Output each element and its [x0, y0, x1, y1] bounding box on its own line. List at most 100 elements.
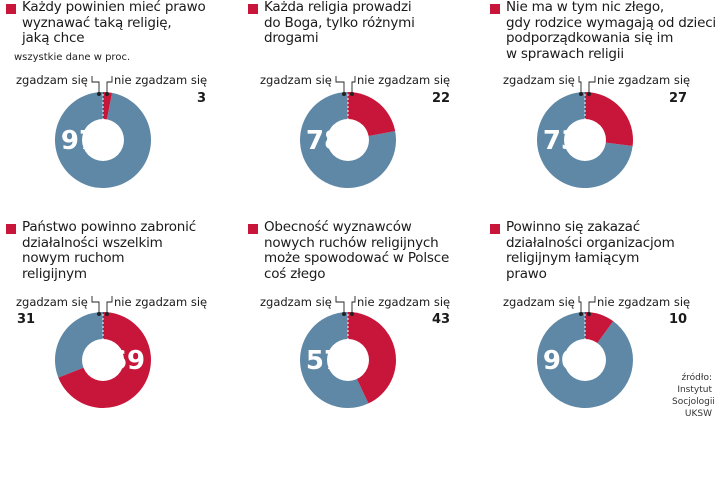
leader-dot [342, 312, 346, 316]
chart-title: Każdy powinien mieć prawo wyznawać taką r… [22, 0, 234, 47]
legend-agree: zgadzam się [16, 295, 88, 309]
question-marker [490, 224, 500, 234]
pie-hole [564, 119, 606, 161]
title-line: coś złego [264, 265, 326, 282]
title-line: podporządkowania się im [506, 30, 674, 46]
pie-hole [327, 339, 369, 381]
leader-agree [578, 76, 582, 94]
leader-disagree [106, 296, 113, 314]
source-line: źródło: [681, 373, 712, 383]
title-line: Powinno się zakazać [506, 219, 640, 235]
slice-disagree [348, 312, 396, 404]
title-line: prawo [506, 265, 547, 282]
question-marker [6, 224, 16, 234]
leader-dot [579, 92, 583, 96]
chart-title: Państwo powinno zabronić działalności wsz… [22, 219, 234, 282]
leader-dot [579, 312, 583, 316]
value-disagree: 10 [669, 312, 688, 327]
leader-disagree [588, 76, 596, 94]
value-disagree: 43 [432, 312, 451, 327]
title-line: do Boga, tylko różnymi [264, 14, 415, 31]
leader-agree [578, 296, 582, 314]
chart-panel: Państwo powinno zabronić działalności wsz… [4, 219, 236, 464]
leader-disagree [351, 76, 356, 94]
leader-dot [350, 92, 354, 96]
leader-dot [105, 92, 109, 96]
leader-agree [91, 296, 100, 314]
leader-disagree [106, 76, 113, 94]
question-marker [248, 4, 258, 14]
question-marker [248, 224, 258, 234]
value-main: 97 [61, 126, 97, 156]
title-line: Obecność wyznawców [264, 219, 412, 235]
title-line: drogami [264, 30, 319, 46]
title-line: nowym ruchom [22, 250, 125, 266]
chart-title: Powinno się zakazać działalności organiza… [506, 219, 718, 282]
leader-dot [105, 312, 109, 316]
legend-disagree: nie zgadzam się [357, 295, 451, 309]
leader-disagree [588, 296, 596, 314]
title-line: nowych ruchów religijnych [264, 234, 439, 251]
chart-panel: Każdy powinien mieć prawo wyznawać taką r… [4, 0, 236, 244]
pie-hole [82, 339, 124, 381]
question-marker [490, 4, 500, 14]
pie-hole [564, 339, 606, 381]
title-line: w sprawach religii [506, 45, 624, 62]
leader-dot [97, 92, 101, 96]
leader-dot [587, 92, 591, 96]
source-line: Socjologii [672, 397, 715, 407]
legend-agree: zgadzam się [503, 73, 575, 87]
leader-agree [335, 296, 345, 314]
title-line: Nie ma w tym nic złego, [506, 0, 664, 15]
legend-agree: zgadzam się [503, 295, 575, 309]
pie-hole [82, 119, 124, 161]
value-main: 73 [543, 126, 579, 156]
legend-disagree: nie zgadzam się [114, 295, 208, 309]
leader-disagree [351, 296, 356, 314]
leader-agree [335, 76, 345, 94]
title-line: Państwo powinno zabronić [22, 219, 196, 235]
leader-dot [350, 312, 354, 316]
leader-agree [91, 76, 100, 94]
pie-hole [327, 119, 369, 161]
value-main: 69 [109, 346, 145, 376]
title-line: działalności wszelkim [22, 234, 163, 251]
legend-disagree: nie zgadzam się [597, 73, 691, 87]
title-line: religijnym łamiącym [506, 250, 640, 266]
value-main: 78 [306, 126, 342, 156]
question-marker [6, 4, 16, 14]
chart-panel: Każda religia prowadzi do Boga, tylko róż… [246, 0, 478, 244]
title-line: religijnym [22, 265, 87, 282]
title-line: działalności organizacjom [506, 234, 675, 251]
title-line: gdy rodzice wymagają od dzieci [506, 14, 716, 31]
chart-title: Obecność wyznawców nowych ruchów religijn… [264, 219, 476, 282]
value-main: 57 [306, 346, 342, 376]
title-line: jaką chce [22, 30, 85, 46]
legend-disagree: nie zgadzam się [597, 295, 691, 309]
chart-title: Nie ma w tym nic złego, gdy rodzice wymag… [506, 0, 718, 62]
value-disagree: 27 [669, 91, 688, 106]
value-disagree: 3 [197, 91, 207, 106]
value-agree: 31 [17, 312, 36, 327]
legend-agree: zgadzam się [16, 73, 88, 87]
source-line: Instytut [677, 385, 712, 395]
title-line: może spowodować w Polsce [264, 250, 450, 266]
source-line: UKSW [684, 409, 712, 419]
source-note: źródło: Instytut Socjologii UKSW [672, 372, 715, 420]
title-line: wyznawać taką religię, [22, 14, 172, 31]
value-disagree: 22 [432, 91, 451, 106]
chart-panel: Powinno się zakazać działalności organiza… [488, 219, 720, 464]
leader-dot [97, 312, 101, 316]
units-note: wszystkie dane w proc. [14, 52, 131, 63]
title-line: Każda religia prowadzi [264, 0, 412, 15]
chart-panel: Nie ma w tym nic złego, gdy rodzice wymag… [488, 0, 720, 244]
chart-panel: Obecność wyznawców nowych ruchów religijn… [246, 219, 478, 464]
value-main: 90 [543, 346, 579, 376]
title-line: Każdy powinien mieć prawo [22, 0, 206, 15]
leader-dot [342, 92, 346, 96]
legend-disagree: nie zgadzam się [357, 73, 451, 87]
legend-agree: zgadzam się [260, 295, 332, 309]
legend-disagree: nie zgadzam się [114, 73, 208, 87]
